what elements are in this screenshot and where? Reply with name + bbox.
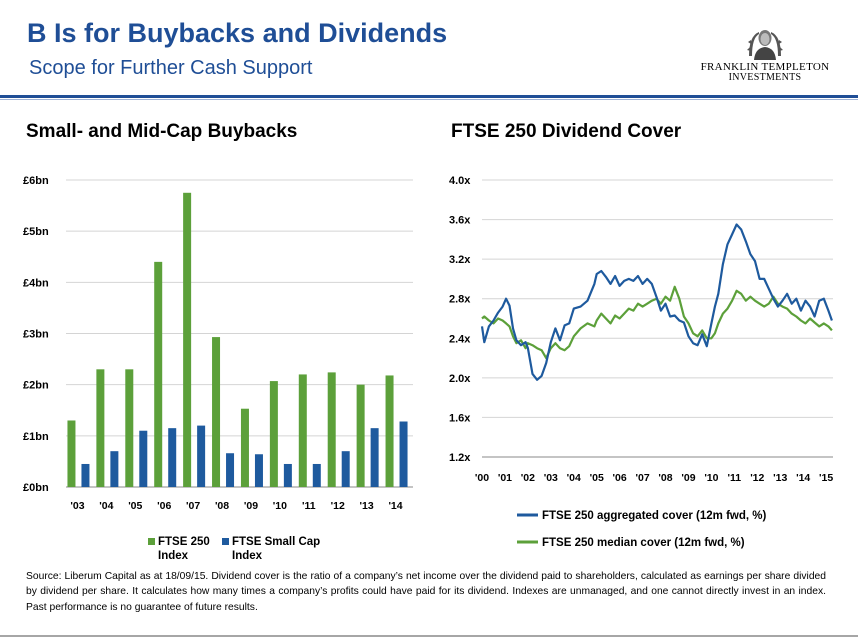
x-tick-label: '09 — [244, 500, 258, 512]
bar-ftse250 — [356, 384, 365, 487]
y-tick-label: 2.0x — [449, 373, 471, 385]
legend-label: FTSE 250 median cover (12m fwd, %) — [542, 537, 745, 549]
x-tick-label: '05 — [590, 472, 604, 484]
bar-ftse250 — [385, 375, 394, 487]
bar-ftse-smallcap — [370, 428, 379, 487]
x-tick-label: '11 — [302, 500, 316, 512]
bar-ftse250 — [269, 381, 278, 487]
x-tick-label: '12 — [750, 472, 764, 484]
logo-text-line1: FRANKLIN TEMPLETON — [700, 61, 830, 73]
y-tick-label: 2.4x — [449, 333, 471, 345]
bar-ftse-smallcap — [341, 451, 350, 487]
y-tick-label: £3bn — [23, 329, 49, 341]
y-tick-label: £5bn — [23, 226, 49, 238]
bar-ftse250 — [125, 369, 134, 487]
y-tick-label: 1.6x — [449, 412, 471, 424]
y-tick-label: 2.8x — [449, 294, 471, 306]
x-tick-label: '09 — [681, 472, 695, 484]
bar-ftse-smallcap — [226, 453, 235, 487]
x-tick-label: '15 — [819, 472, 833, 484]
y-tick-label: 3.2x — [449, 254, 471, 266]
bar-ftse-smallcap — [81, 463, 90, 487]
bar-ftse250 — [327, 372, 336, 487]
y-tick-label: 4.0x — [449, 175, 471, 187]
bar-ftse250 — [67, 420, 76, 487]
y-tick-label: 3.6x — [449, 215, 471, 227]
source-footnote: Source: Liberum Capital as at 18/09/15. … — [26, 571, 826, 613]
legend-swatch — [222, 538, 229, 545]
x-tick-label: '06 — [613, 472, 627, 484]
bar-ftse-smallcap — [254, 454, 263, 487]
buybacks-chart-title: Small- and Mid-Cap Buybacks — [26, 121, 298, 142]
bar-ftse-smallcap — [110, 451, 119, 487]
series-line-aggregated-cover — [480, 223, 833, 381]
x-tick-label: '11 — [728, 472, 742, 484]
legend-label: FTSE 250 aggregated cover (12m fwd, %) — [542, 510, 766, 522]
y-tick-label: £6bn — [23, 175, 49, 187]
y-tick-label: £1bn — [23, 431, 49, 443]
logo-text-line2: INVESTMENTS — [728, 72, 802, 83]
x-tick-label: '10 — [273, 500, 287, 512]
bar-ftse250 — [183, 192, 192, 487]
x-tick-label: '04 — [567, 472, 581, 484]
dividend-cover-chart-title: FTSE 250 Dividend Cover — [451, 121, 682, 142]
x-tick-label: '01 — [498, 472, 512, 484]
slide-title: B Is for Buybacks and Dividends — [27, 18, 448, 48]
bar-ftse250 — [240, 408, 249, 487]
y-tick-label: £0bn — [23, 482, 49, 494]
x-tick-label: '08 — [215, 500, 229, 512]
bar-ftse-smallcap — [399, 421, 408, 487]
bar-ftse-smallcap — [197, 425, 206, 487]
portrait-seal-icon — [747, 30, 783, 60]
x-tick-label: '04 — [99, 500, 113, 512]
bar-ftse250 — [298, 374, 307, 487]
bar-ftse250 — [154, 261, 163, 487]
y-tick-label: £2bn — [23, 380, 49, 392]
header-divider-thin — [0, 99, 858, 100]
bar-ftse-smallcap — [168, 428, 177, 487]
slide-subtitle: Scope for Further Cash Support — [29, 57, 313, 79]
x-tick-label: '05 — [128, 500, 142, 512]
bar-ftse-smallcap — [283, 463, 292, 487]
x-tick-label: '14 — [388, 500, 402, 512]
x-tick-label: '00 — [475, 472, 489, 484]
bar-ftse-smallcap — [312, 463, 321, 487]
x-tick-label: '13 — [773, 472, 787, 484]
x-tick-label: '06 — [157, 500, 171, 512]
dividend-cover-line-chart: 1.2x 1.6x 2.0x 2.4x 2.8x 3.2x 3.6x 4.0x '00 '01 '0… — [449, 175, 833, 549]
legend-label: FTSE 250 — [158, 536, 210, 548]
x-tick-label: '07 — [186, 500, 200, 512]
legend-label: Index — [232, 550, 263, 562]
bar-ftse250 — [212, 337, 221, 487]
x-tick-label: '03 — [544, 472, 558, 484]
x-tick-label: '07 — [635, 472, 649, 484]
x-tick-label: '12 — [331, 500, 345, 512]
bar-ftse-smallcap — [139, 430, 148, 487]
x-tick-label: '02 — [521, 472, 535, 484]
y-tick-label: 1.2x — [449, 452, 471, 464]
legend-label: FTSE Small Cap — [232, 536, 320, 548]
x-tick-label: '03 — [70, 500, 84, 512]
x-tick-label: '08 — [658, 472, 672, 484]
header-divider — [0, 95, 858, 98]
y-tick-label: £4bn — [23, 277, 49, 289]
x-tick-label: '13 — [360, 500, 374, 512]
x-tick-label: '10 — [704, 472, 718, 484]
legend-label: Index — [158, 550, 189, 562]
legend-swatch — [148, 538, 155, 545]
x-tick-label: '14 — [796, 472, 810, 484]
footer-divider — [0, 635, 858, 637]
buybacks-bar-chart: £0bn £1bn £2bn £3bn £4bn £5bn £6bn '03 '04 '05 '06… — [23, 175, 413, 562]
bar-ftse250 — [96, 369, 105, 487]
franklin-templeton-logo: FRANKLIN TEMPLETON INVESTMENTS — [690, 22, 840, 86]
